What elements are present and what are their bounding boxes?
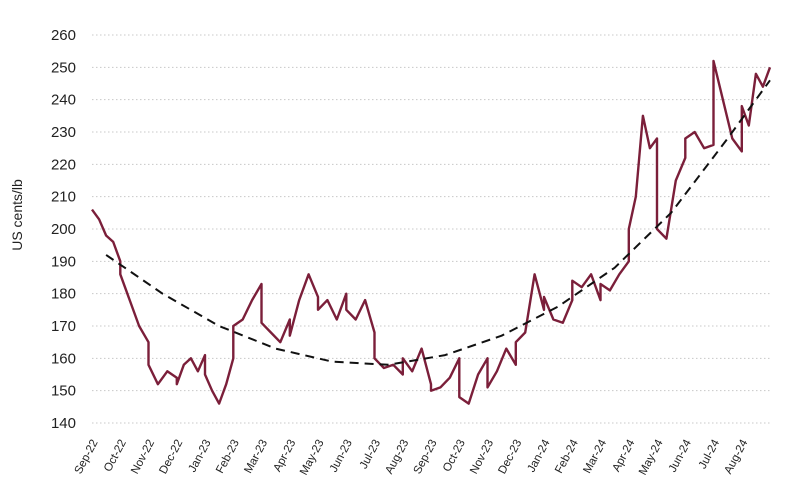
y-tick-label: 160 bbox=[51, 350, 76, 367]
x-tick-label: Nov-23 bbox=[468, 438, 496, 476]
x-tick-label: Sep-23 bbox=[412, 438, 440, 476]
y-tick-label: 230 bbox=[51, 124, 76, 141]
y-tick-label: 210 bbox=[51, 189, 76, 206]
x-tick-label: Oct-23 bbox=[441, 438, 468, 474]
x-tick-label: Aug-24 bbox=[722, 437, 750, 476]
y-tick-label: 220 bbox=[51, 156, 76, 173]
x-tick-label: Sep-22 bbox=[73, 438, 101, 476]
x-tick-label: Nov-22 bbox=[129, 438, 157, 476]
series bbox=[91, 59, 772, 405]
x-tick-label: Apr-23 bbox=[272, 438, 299, 474]
x-tick-label: Oct-22 bbox=[102, 438, 129, 474]
x-tick-label: Jun-23 bbox=[328, 438, 355, 475]
x-tick-label: May-23 bbox=[298, 438, 327, 478]
x-tick-label: May-24 bbox=[637, 437, 666, 477]
y-tick-label: 250 bbox=[51, 59, 76, 76]
x-tick-label: Apr-24 bbox=[611, 437, 638, 474]
y-tick-label: 150 bbox=[51, 383, 76, 400]
x-tick-label: Jan-24 bbox=[526, 437, 553, 474]
y-tick-label: 140 bbox=[51, 415, 76, 432]
x-tick-label: Jul-23 bbox=[358, 438, 383, 471]
x-tick-label: Feb-23 bbox=[214, 438, 242, 476]
x-tick-label: Feb-24 bbox=[553, 437, 581, 475]
x-tick-label: Aug-23 bbox=[383, 438, 411, 476]
y-tick-label: 240 bbox=[51, 92, 76, 109]
x-tick-label: Mar-24 bbox=[581, 437, 609, 475]
x-tick-label: Dec-22 bbox=[157, 438, 185, 476]
x-tick-labels: Sep-22 Oct-22 Nov-22 Dec-22 Jan-23 Feb-23 Mar-… bbox=[73, 437, 751, 477]
y-tick-label: 200 bbox=[51, 221, 76, 238]
y-tick-labels: 140 150 160 170 180 190 200 210 220 230 240 250 260 bbox=[51, 27, 76, 432]
x-tick-label: Jul-24 bbox=[697, 437, 723, 471]
x-tick-label: Dec-23 bbox=[496, 438, 524, 476]
y-axis-title: US cents/lb bbox=[9, 179, 25, 251]
trend-line bbox=[105, 79, 771, 366]
y-tick-label: 190 bbox=[51, 253, 76, 270]
x-tick-label: Jun-24 bbox=[667, 437, 694, 474]
x-tick-label: Jan-23 bbox=[187, 438, 214, 475]
y-tick-label: 170 bbox=[51, 318, 76, 335]
y-tick-label: 180 bbox=[51, 286, 76, 303]
x-tick-label: Mar-23 bbox=[242, 438, 270, 476]
y-tick-label: 260 bbox=[51, 27, 76, 44]
price-line bbox=[91, 59, 772, 405]
